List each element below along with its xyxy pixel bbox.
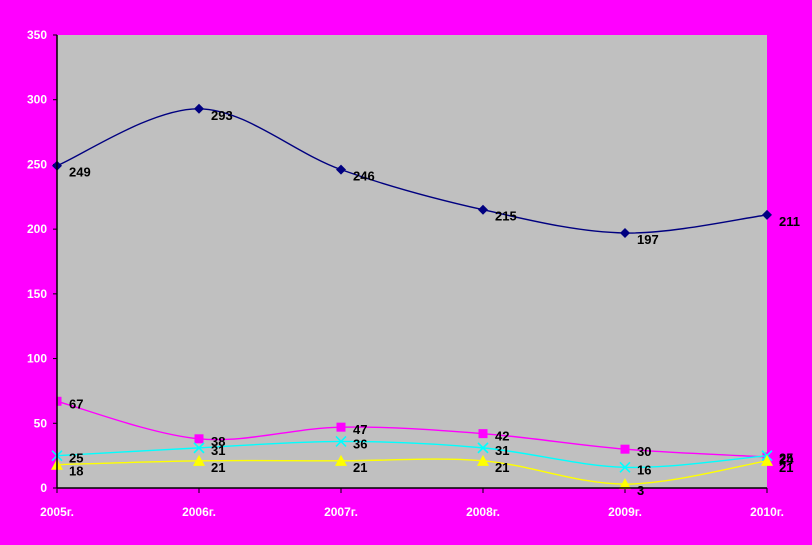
y-tick-label: 150 xyxy=(27,287,47,301)
data-label: 25 xyxy=(779,451,793,466)
data-label: 42 xyxy=(495,429,509,444)
series-1 xyxy=(52,103,772,239)
data-label: 249 xyxy=(69,165,91,180)
data-label: 31 xyxy=(211,443,225,458)
data-point xyxy=(335,435,347,447)
series-line xyxy=(56,400,768,458)
data-label: 38 xyxy=(211,434,225,449)
y-tick-label: 350 xyxy=(27,28,47,42)
data-point xyxy=(762,209,772,220)
x-tick-label: 2007г. xyxy=(324,505,358,519)
data-label: 30 xyxy=(637,444,651,459)
data-label: 16 xyxy=(637,462,651,477)
data-point xyxy=(620,444,630,454)
data-point xyxy=(477,454,489,466)
data-point xyxy=(761,454,773,466)
data-label: 24 xyxy=(779,452,794,467)
x-tick-label: 2005г. xyxy=(40,505,74,519)
data-label: 3 xyxy=(637,483,644,498)
data-point xyxy=(193,442,205,454)
data-point xyxy=(335,454,347,466)
y-tick-label: 200 xyxy=(27,222,47,236)
series-line xyxy=(56,440,768,469)
data-label: 18 xyxy=(69,464,83,479)
data-point xyxy=(194,434,204,444)
data-label: 21 xyxy=(779,460,793,475)
y-axis-ticks: 0 50 100 150 200 250 300 350 xyxy=(27,28,57,495)
series-line xyxy=(56,458,768,485)
data-point xyxy=(478,429,488,439)
data-point xyxy=(194,103,204,114)
y-tick-label: 50 xyxy=(34,416,48,430)
data-label: 21 xyxy=(495,460,509,475)
data-point xyxy=(336,422,346,432)
data-point xyxy=(478,204,488,215)
data-point xyxy=(620,228,630,239)
data-label: 211 xyxy=(779,214,800,229)
x-tick-label: 2009г. xyxy=(608,505,642,519)
y-tick-label: 0 xyxy=(40,481,47,495)
x-tick-label: 2006г. xyxy=(182,505,216,519)
data-point xyxy=(477,442,489,454)
data-label: 246 xyxy=(353,169,375,184)
data-label: 215 xyxy=(495,209,517,224)
data-label: 47 xyxy=(353,422,367,437)
x-tick-label: 2008г. xyxy=(466,505,500,519)
data-point xyxy=(619,461,631,473)
data-label: 21 xyxy=(211,460,225,475)
data-label: 293 xyxy=(211,108,233,123)
plot-area xyxy=(57,35,767,488)
x-axis-ticks: 2005г. 2006г. 2007г. 2008г. 2009г. 2010г. xyxy=(40,488,784,519)
series-4 xyxy=(51,454,773,490)
data-point xyxy=(193,454,205,466)
data-label: 21 xyxy=(353,460,367,475)
data-label: 197 xyxy=(637,232,659,247)
data-label: 25 xyxy=(69,451,83,466)
data-label: 36 xyxy=(353,436,367,451)
series-line xyxy=(56,108,768,234)
data-point xyxy=(619,478,631,490)
data-point xyxy=(336,164,346,175)
y-tick-label: 250 xyxy=(27,157,47,171)
x-tick-label: 2010г. xyxy=(750,505,784,519)
data-label: 67 xyxy=(69,396,83,411)
y-tick-label: 100 xyxy=(27,352,47,366)
data-label: 31 xyxy=(495,443,509,458)
y-tick-label: 300 xyxy=(27,93,47,107)
